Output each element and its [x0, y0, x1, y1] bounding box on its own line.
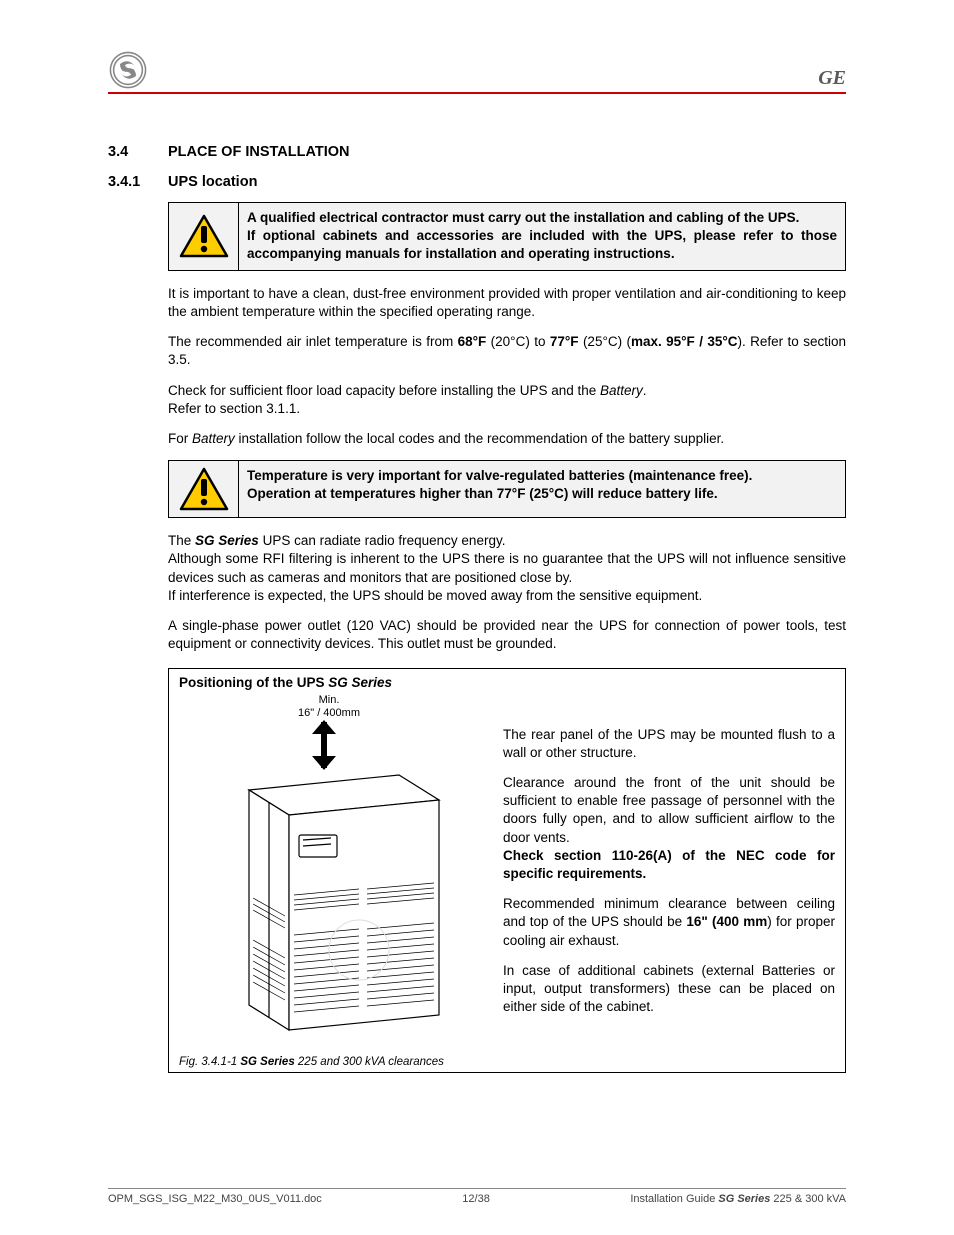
figure-caption: Fig. 3.4.1-1 SG Series 225 and 300 kVA c…	[179, 1056, 444, 1068]
para-rfi-3: If interference is expected, the UPS sho…	[168, 587, 846, 605]
ups-clearance-diagram	[199, 720, 459, 1050]
section-number: 3.4	[108, 144, 150, 160]
page-footer: OPM_SGS_ISG_M22_M30_0US_V011.doc 12/38 I…	[108, 1188, 846, 1205]
section-heading: 3.4 PLACE OF INSTALLATION	[108, 144, 846, 160]
warning-icon	[179, 214, 229, 258]
para-environment: It is important to have a clean, dust-fr…	[168, 285, 846, 321]
pos-title-a: Positioning of the UPS	[179, 675, 328, 690]
header-rule	[108, 92, 846, 94]
ups-figure: Min. 16" / 400mm	[179, 694, 479, 1068]
para-battery-install: For Battery installation follow the loca…	[168, 430, 846, 448]
para-rfi-2: Although some RFI filtering is inherent …	[168, 550, 846, 586]
para-outlet: A single-phase power outlet (120 VAC) sh…	[168, 617, 846, 653]
subsection-title: UPS location	[168, 174, 257, 190]
ge-brand-text: GE	[818, 67, 846, 90]
section-title: PLACE OF INSTALLATION	[168, 144, 350, 160]
pos-title-b: SG Series	[328, 675, 392, 690]
pos-p4: In case of additional cabinets (external…	[503, 962, 835, 1017]
warn1-line2: If optional cabinets and accessories are…	[247, 228, 837, 261]
warn2-line1: Temperature is very important for valve-…	[247, 468, 752, 483]
pos-p3: Recommended minimum clearance between ce…	[503, 895, 835, 950]
warning-box-1: A qualified electrical contractor must c…	[168, 202, 846, 271]
subsection-heading: 3.4.1 UPS location	[108, 174, 846, 190]
footer-title: Installation Guide SG Series 225 & 300 k…	[630, 1193, 846, 1205]
warning-icon	[179, 467, 229, 511]
footer-filename: OPM_SGS_ISG_M22_M30_0US_V011.doc	[108, 1193, 322, 1205]
footer-page: 12/38	[462, 1193, 490, 1205]
positioning-box: Positioning of the UPS SG Series Min. 16…	[168, 668, 846, 1073]
para-rfi: The SG Series UPS can radiate radio freq…	[168, 532, 846, 550]
ge-logo-icon	[108, 50, 148, 90]
subsection-number: 3.4.1	[108, 174, 150, 190]
warn2-line2: Operation at temperatures higher than 77…	[247, 486, 718, 501]
pos-p1: The rear panel of the UPS may be mounted…	[503, 726, 835, 762]
warning-box-2: Temperature is very important for valve-…	[168, 460, 846, 518]
pos-p2: Clearance around the front of the unit s…	[503, 774, 835, 883]
para-temperature: The recommended air inlet temperature is…	[168, 333, 846, 369]
para-floor-load: Check for sufficient floor load capacity…	[168, 382, 846, 418]
warn1-line1: A qualified electrical contractor must c…	[247, 210, 799, 225]
